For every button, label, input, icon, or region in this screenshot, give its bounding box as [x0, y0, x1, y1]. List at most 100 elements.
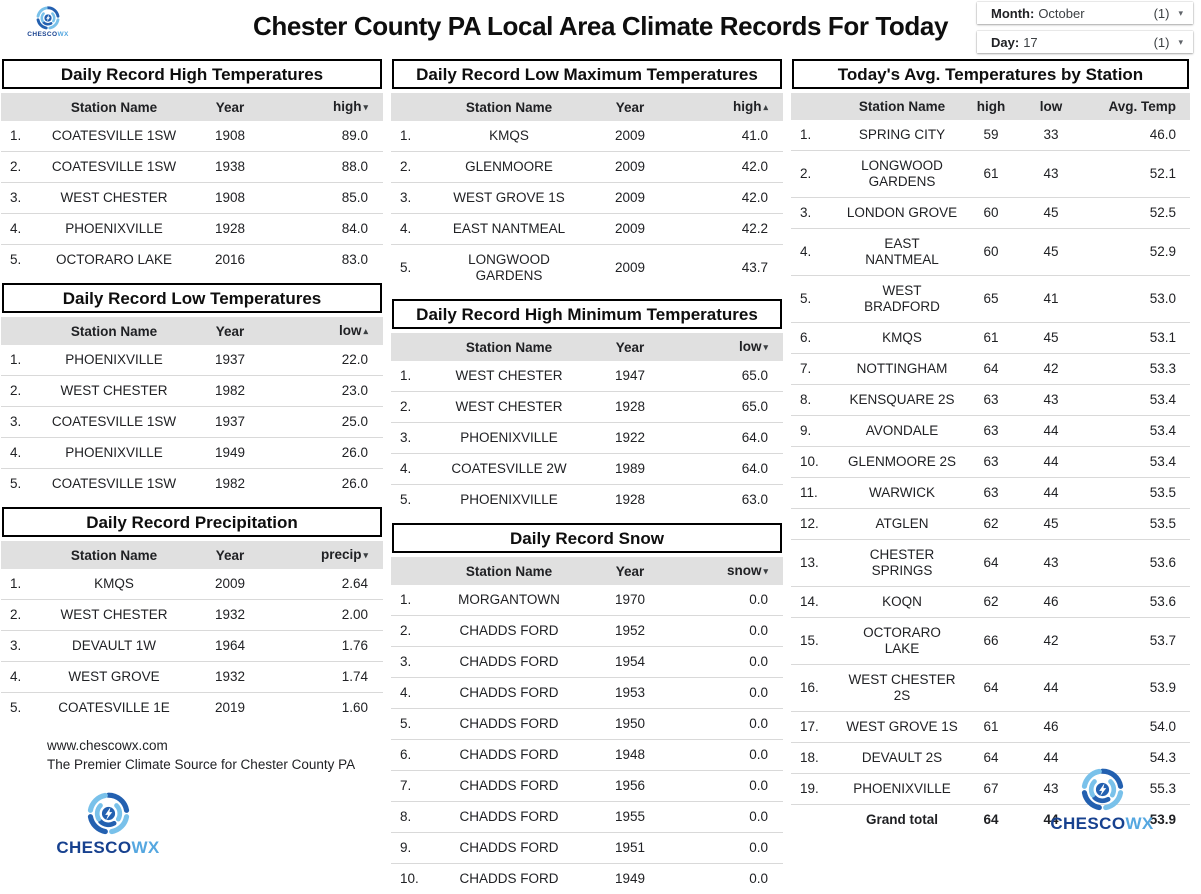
year-column-header[interactable]: Year [581, 333, 679, 361]
middle-column: Daily Record Low Maximum Temperatures St… [391, 57, 783, 894]
row-station: PHOENIXVILLE [843, 774, 961, 805]
year-column-header[interactable]: Year [181, 317, 279, 345]
row-year: 2009 [581, 214, 679, 245]
row-station: WEST BRADFORD [843, 276, 961, 323]
row-avg-temp: 53.7 [1081, 618, 1190, 665]
value-column-header[interactable]: high▴ [679, 93, 783, 121]
row-rank: 8. [391, 802, 437, 833]
row-low: 43 [1021, 540, 1081, 587]
value-column-header[interactable]: low▴ [279, 317, 383, 345]
station-column-header[interactable]: Station Name [437, 557, 581, 585]
row-high: 64 [961, 743, 1021, 774]
row-year: 1964 [181, 631, 279, 662]
row-high: 60 [961, 198, 1021, 229]
day-filter-dropdown[interactable]: Day: 17 (1) ▾ [977, 31, 1193, 53]
row-station: DEVAULT 2S [843, 743, 961, 774]
row-high: 63 [961, 385, 1021, 416]
row-avg-temp: 53.1 [1081, 323, 1190, 354]
row-rank: 10. [791, 447, 843, 478]
row-year: 1937 [181, 345, 279, 376]
table-row: 3. COATESVILLE 1SW 1937 25.0 [1, 407, 383, 438]
row-station: NOTTINGHAM [843, 354, 961, 385]
year-column-header[interactable]: Year [581, 557, 679, 585]
row-value: 0.0 [679, 647, 783, 678]
row-value: 1.60 [279, 693, 383, 724]
sort-asc-icon: ▴ [763, 102, 768, 112]
row-year: 2009 [181, 569, 279, 600]
row-rank: 4. [1, 214, 47, 245]
row-year: 1922 [581, 423, 679, 454]
row-station: COATESVILLE 1SW [47, 121, 181, 152]
table-row: 6. CHADDS FORD 1948 0.0 [391, 740, 783, 771]
row-station: KMQS [843, 323, 961, 354]
panel-record-high-temps: Daily Record High Temperatures Station N… [1, 59, 383, 275]
row-avg-temp: 53.4 [1081, 447, 1190, 478]
sort-asc-icon: ▴ [363, 326, 368, 336]
table-header-row: Station Name Year high▴ [391, 93, 783, 121]
row-rank: 1. [391, 585, 437, 616]
high-column-header[interactable]: high [961, 93, 1021, 120]
value-column-header[interactable]: precip▾ [279, 541, 383, 569]
month-filter-dropdown[interactable]: Month: October (1) ▾ [977, 2, 1193, 24]
row-value: 0.0 [679, 678, 783, 709]
row-value: 64.0 [679, 454, 783, 485]
grand-total-label: Grand total [843, 805, 961, 836]
row-station: WEST GROVE [47, 662, 181, 693]
month-filter-label: Month: [991, 6, 1034, 21]
row-avg-temp: 53.0 [1081, 276, 1190, 323]
row-avg-temp: 53.6 [1081, 540, 1190, 587]
station-column-header[interactable]: Station Name [437, 333, 581, 361]
row-rank: 12. [791, 509, 843, 540]
row-station: KMQS [437, 121, 581, 152]
day-filter-value: 17 [1023, 35, 1153, 50]
row-rank: 4. [1, 662, 47, 693]
row-rank: 10. [391, 864, 437, 894]
panel-record-low-temps: Daily Record Low Temperatures Station Na… [1, 283, 383, 499]
filter-controls: Month: October (1) ▾ Day: 17 (1) ▾ [977, 2, 1193, 53]
row-year: 1982 [181, 469, 279, 500]
year-column-header[interactable]: Year [181, 93, 279, 121]
row-station: WARWICK [843, 478, 961, 509]
table-row: 1. KMQS 2009 41.0 [391, 121, 783, 152]
row-low: 42 [1021, 354, 1081, 385]
row-station: CHADDS FORD [437, 647, 581, 678]
row-station: WEST CHESTER [437, 392, 581, 423]
rank-column-header [791, 93, 843, 120]
row-year: 1953 [581, 678, 679, 709]
row-value: 2.64 [279, 569, 383, 600]
row-high: 62 [961, 587, 1021, 618]
row-rank: 2. [1, 152, 47, 183]
year-column-header[interactable]: Year [581, 93, 679, 121]
value-column-header[interactable]: low▾ [679, 333, 783, 361]
row-station: LONDON GROVE [843, 198, 961, 229]
value-column-header[interactable]: high▾ [279, 93, 383, 121]
row-low: 43 [1021, 151, 1081, 198]
row-rank: 7. [791, 354, 843, 385]
row-station: CHADDS FORD [437, 709, 581, 740]
station-column-header[interactable]: Station Name [47, 317, 181, 345]
station-column-header[interactable]: Station Name [437, 93, 581, 121]
station-column-header[interactable]: Station Name [47, 93, 181, 121]
row-high: 63 [961, 447, 1021, 478]
row-high: 62 [961, 509, 1021, 540]
row-value: 26.0 [279, 438, 383, 469]
station-column-header[interactable]: Station Name [47, 541, 181, 569]
logo-text-light: WX [131, 838, 159, 857]
low-column-header[interactable]: low [1021, 93, 1081, 120]
station-column-header[interactable]: Station Name [843, 93, 961, 120]
year-column-header[interactable]: Year [181, 541, 279, 569]
rank-column-header [391, 557, 437, 585]
row-rank: 11. [791, 478, 843, 509]
row-rank: 1. [1, 569, 47, 600]
table-row: 5. PHOENIXVILLE 1928 63.0 [391, 485, 783, 516]
row-avg-temp: 53.5 [1081, 509, 1190, 540]
avg-temp-column-header[interactable]: Avg. Temp [1081, 93, 1190, 120]
table-header-row: Station Name Year precip▾ [1, 541, 383, 569]
row-year: 1932 [181, 662, 279, 693]
row-value: 83.0 [279, 245, 383, 276]
table-row: 10. CHADDS FORD 1949 0.0 [391, 864, 783, 894]
row-station: CHADDS FORD [437, 740, 581, 771]
value-column-header[interactable]: snow▾ [679, 557, 783, 585]
table-row: 14. KOQN 62 46 53.6 [791, 587, 1190, 618]
row-value: 85.0 [279, 183, 383, 214]
